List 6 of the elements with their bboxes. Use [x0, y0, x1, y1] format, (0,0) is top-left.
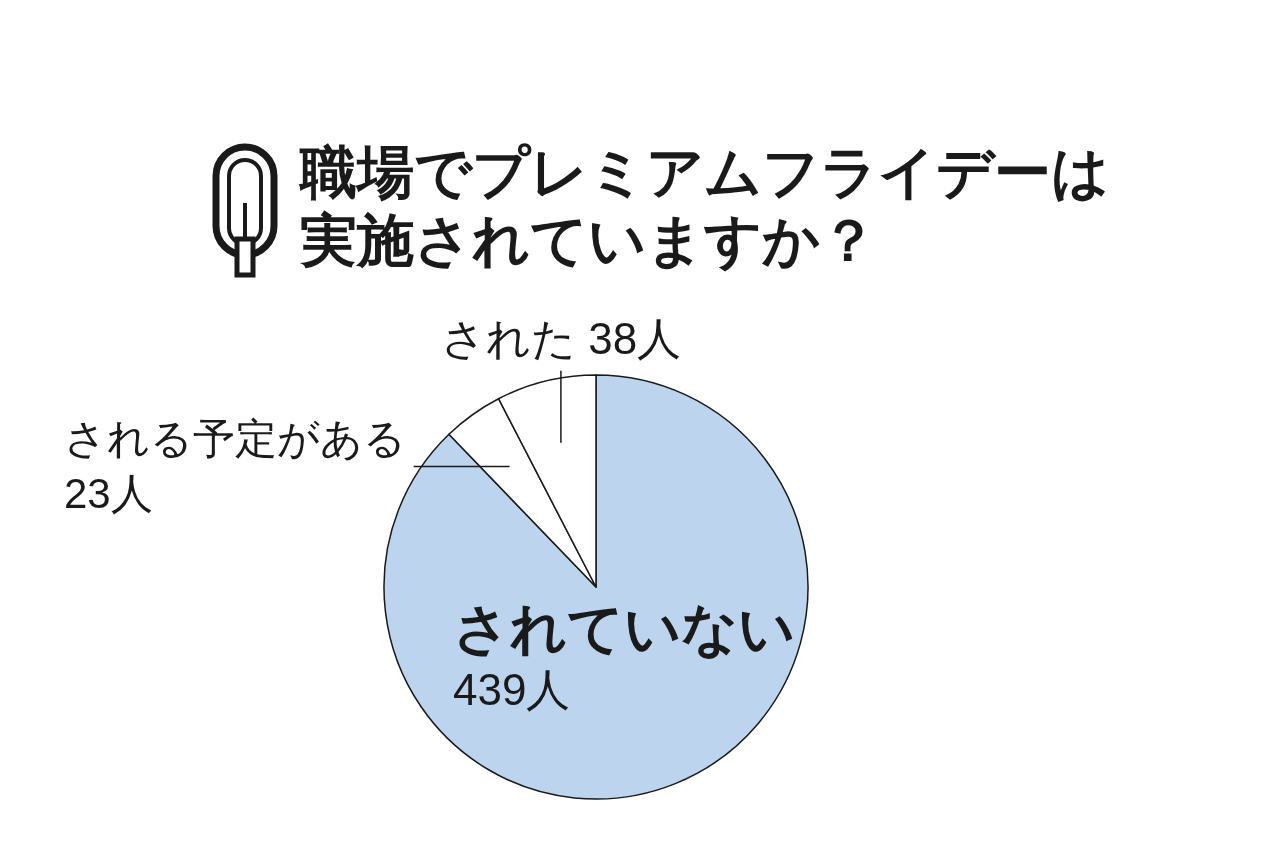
data-label: 23人	[64, 469, 153, 517]
chart-title: 職場でプレミアムフライデーは実施されていますか？	[300, 139, 1110, 274]
data-label: 439人	[453, 665, 571, 715]
slice-label: される予定がある	[64, 415, 406, 462]
slice-label: されていない	[453, 597, 795, 660]
slice-label: された 38人	[441, 314, 682, 363]
